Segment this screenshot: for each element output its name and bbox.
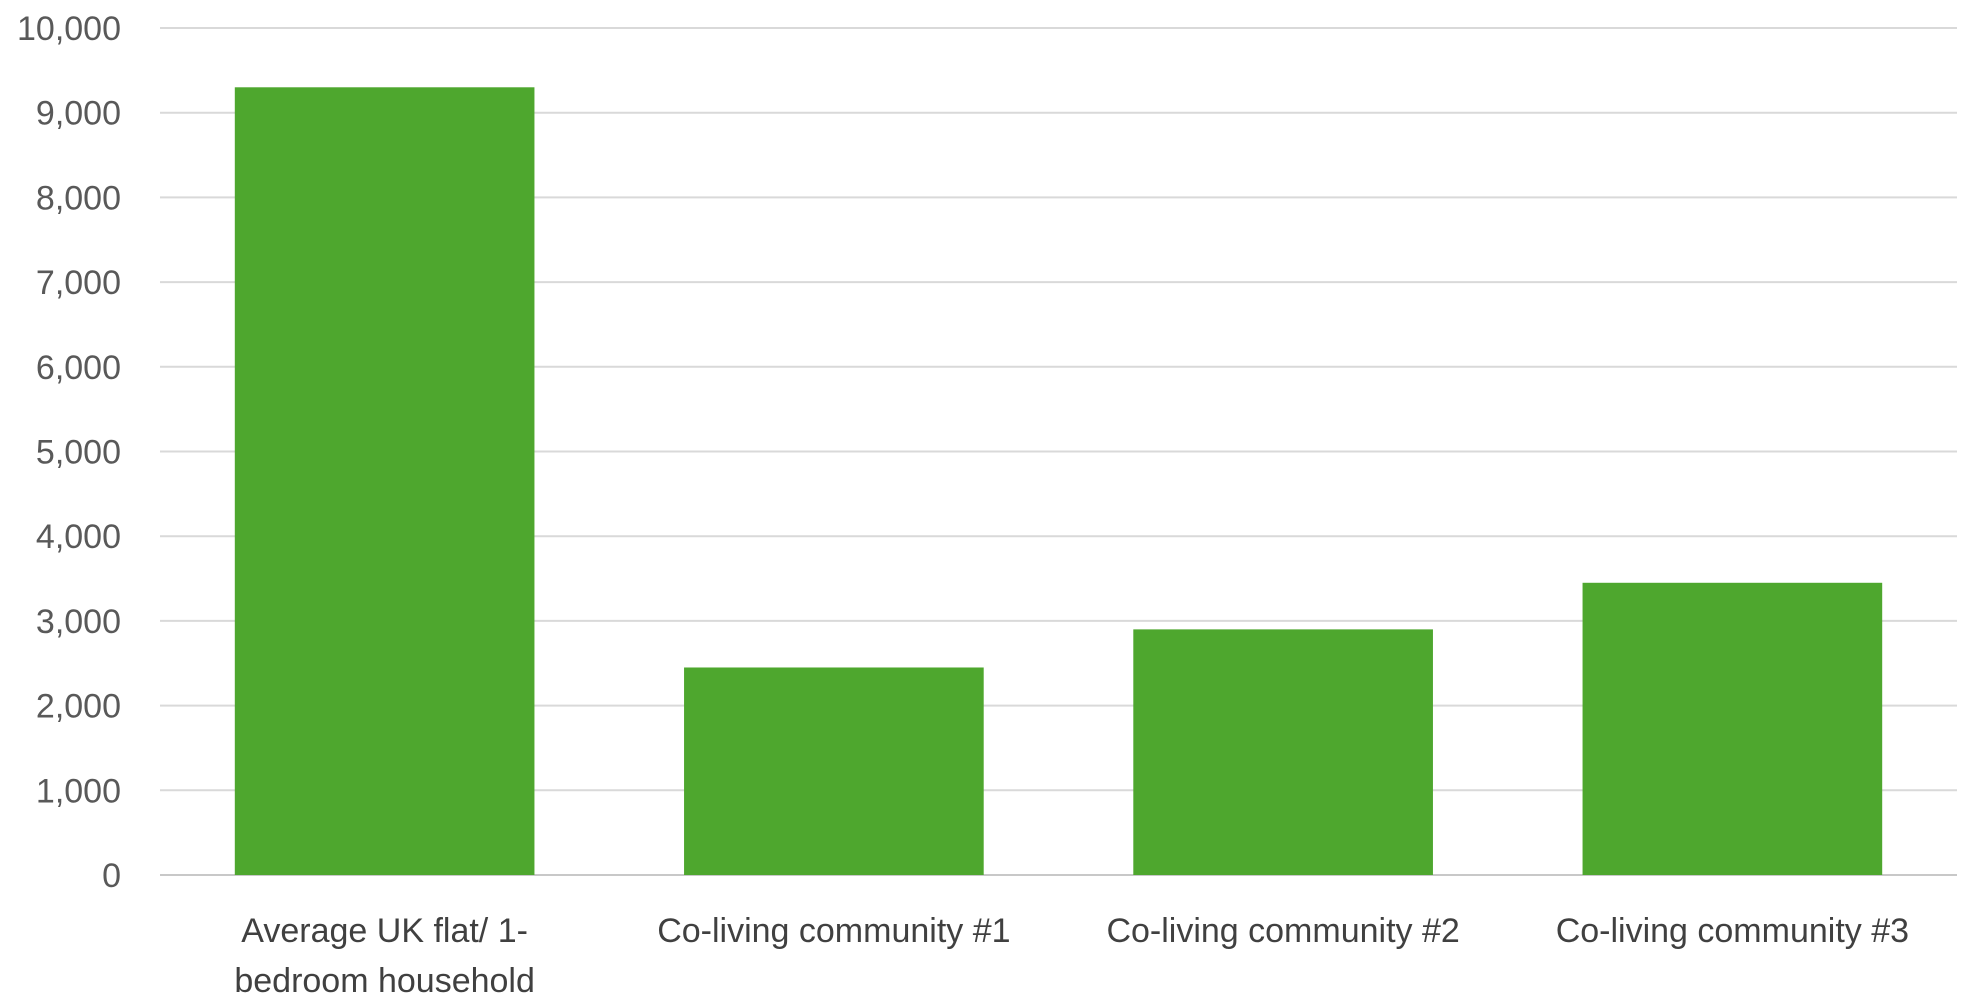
y-tick-label: 10,000 <box>17 10 121 48</box>
y-tick-label: 2,000 <box>36 688 121 726</box>
x-category-label-line: bedroom household <box>234 962 535 1000</box>
x-category-label: Co-living community #3 <box>1556 912 1909 950</box>
y-tick-label: 8,000 <box>36 179 121 217</box>
y-tick-label: 6,000 <box>36 349 121 387</box>
x-category-label-line: Co-living community #2 <box>1106 912 1459 950</box>
bar-3 <box>1133 629 1433 875</box>
x-category-label-line: Co-living community #1 <box>657 912 1010 950</box>
y-tick-label: 9,000 <box>36 95 121 133</box>
bar-4 <box>1582 582 1883 875</box>
y-tick-label: 4,000 <box>36 518 121 556</box>
x-category-label-line: Co-living community #3 <box>1556 912 1909 950</box>
y-tick-label: 3,000 <box>36 603 121 641</box>
y-tick-label: 1,000 <box>36 772 121 810</box>
x-category-label: Co-living community #1 <box>657 912 1010 950</box>
bars <box>234 87 1883 876</box>
x-category-label-line: Average UK flat/ 1- <box>241 912 528 950</box>
bar-2 <box>684 667 984 875</box>
y-axis-ticks: 0 1,000 2,000 3,000 4,000 5,000 6,000 7,000 8,00… <box>17 10 121 895</box>
x-axis-labels: Average UK flat/ 1- bedroom household Co-l… <box>234 912 1909 1000</box>
x-category-label: Co-living community #2 <box>1106 912 1459 950</box>
y-tick-label: 7,000 <box>36 264 121 302</box>
x-category-label: Average UK flat/ 1- bedroom household <box>234 912 535 1000</box>
bar-1 <box>234 87 535 876</box>
y-tick-label: 0 <box>102 857 121 895</box>
y-tick-label: 5,000 <box>36 434 121 472</box>
